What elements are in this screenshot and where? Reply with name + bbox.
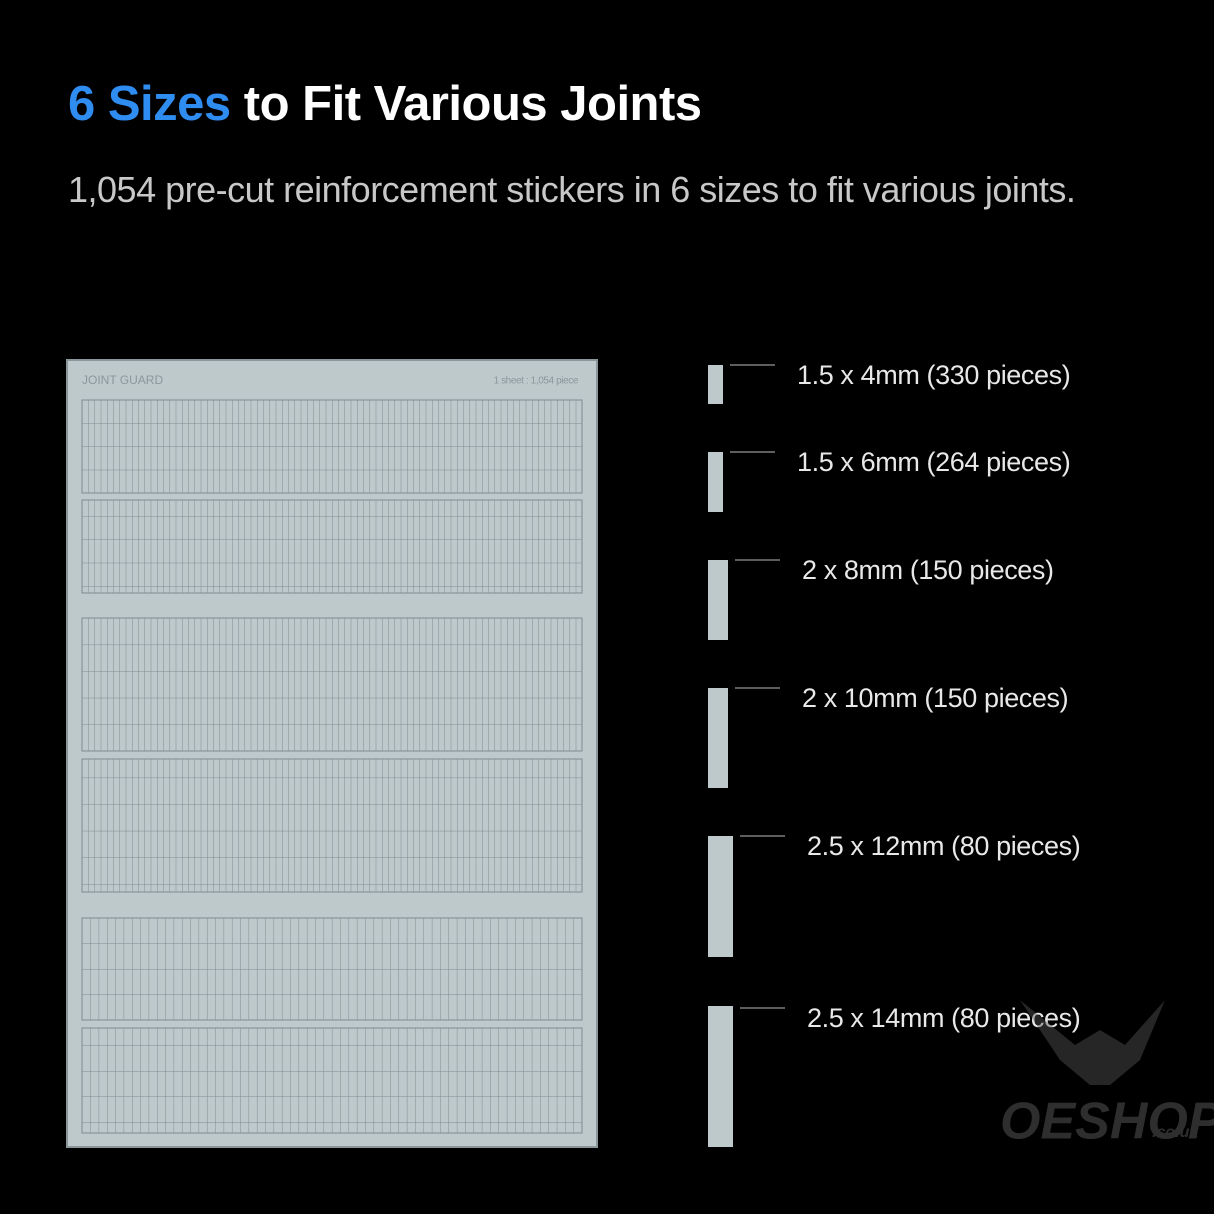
- size-label: 1.5 x 6mm (264 pieces): [797, 447, 1070, 477]
- sheet-brand: JOINT GUARD: [82, 373, 163, 387]
- sticker-grid: [81, 399, 583, 494]
- sticker-sample: [708, 1006, 733, 1147]
- sticker-sample: [708, 688, 728, 788]
- title-rest: to Fit Various Joints: [230, 77, 702, 131]
- watermark-suffix: .co.uk: [1152, 1124, 1199, 1141]
- sticker-sample: [708, 560, 728, 640]
- sticker-grid: [81, 499, 583, 594]
- watermark-logo: [1020, 1000, 1165, 1085]
- sticker-grid: [81, 617, 583, 752]
- sticker-sample: [708, 836, 733, 957]
- size-label: 2 x 8mm (150 pieces): [802, 555, 1054, 585]
- sticker-grid: [81, 917, 583, 1021]
- sticker-grid: [81, 1027, 583, 1134]
- watermark: OESHOP .co.uk: [1000, 1000, 1214, 1151]
- size-list: 1.5 x 4mm (330 pieces) 1.5 x 6mm (264 pi…: [708, 360, 1081, 1147]
- title-highlight: 6 Sizes: [68, 77, 231, 131]
- size-label: 2.5 x 12mm (80 pieces): [807, 831, 1080, 861]
- watermark-text: OESHOP: [1000, 1093, 1214, 1151]
- title: 6 Sizes to Fit Various Joints: [68, 76, 702, 132]
- size-label: 1.5 x 4mm (330 pieces): [797, 360, 1070, 390]
- sticker-grid: [81, 758, 583, 893]
- sticker-sheet: JOINT GUARD 1 sheet : 1,054 piece: [66, 359, 598, 1148]
- size-label: 2 x 10mm (150 pieces): [802, 683, 1068, 713]
- size-label: 2.5 x 14mm (80 pieces): [807, 1003, 1080, 1033]
- sticker-sample: [708, 452, 723, 512]
- subtitle: 1,054 pre-cut reinforcement stickers in …: [68, 169, 1076, 210]
- sheet-count: 1 sheet : 1,054 piece: [494, 376, 579, 387]
- sticker-sample: [708, 365, 723, 404]
